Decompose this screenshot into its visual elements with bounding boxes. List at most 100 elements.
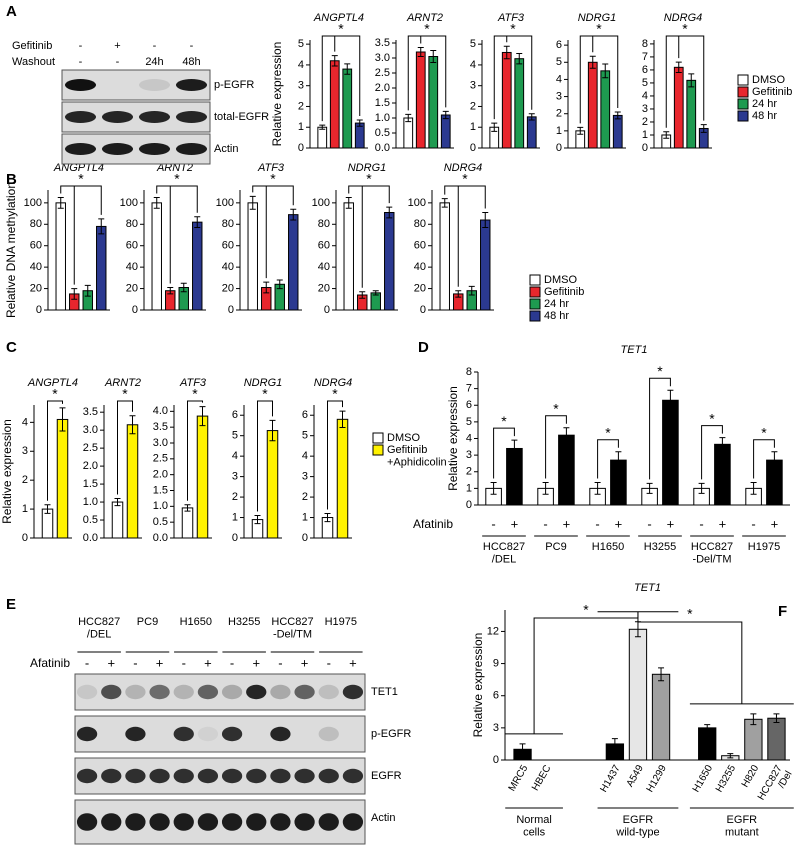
y-tick-label: 0: [298, 142, 304, 154]
panel-label: B: [6, 171, 17, 188]
treatment-sign: -: [133, 655, 137, 670]
error-bar: [339, 410, 346, 429]
bar: [336, 418, 349, 539]
y-tick-label: 80: [126, 218, 138, 230]
y-tick-label: 2.5: [153, 453, 168, 465]
bar: [612, 114, 623, 149]
condition-value: -: [153, 40, 157, 52]
legend-label: 48 hr: [752, 110, 777, 122]
blot-band: [138, 143, 171, 155]
y-tick-label: 2: [642, 116, 648, 128]
band-label: Actin: [371, 812, 395, 824]
x-tick-label: PC9: [545, 541, 566, 553]
significance-bracket: [348, 185, 390, 288]
y-tick-label: 0: [302, 532, 308, 544]
cell-line-label: HCC827 -Del/TM: [271, 616, 313, 641]
bar: [96, 225, 107, 311]
panel-label: A: [6, 3, 17, 20]
condition-value: -: [190, 40, 194, 52]
blot-strip: [74, 715, 366, 753]
significance-star: *: [605, 425, 611, 441]
legend-swatch: [372, 432, 384, 444]
chart-title: ATF3: [497, 12, 525, 24]
error-bar: [57, 197, 64, 209]
condition-value: +: [114, 40, 120, 52]
y-tick-label: 60: [414, 240, 426, 252]
y-axis-label: Relative expression: [446, 386, 460, 491]
error-bar: [372, 290, 379, 296]
error-bar: [356, 119, 363, 127]
bar: [526, 116, 537, 149]
y-tick-label: 1: [466, 482, 472, 494]
error-bar: [688, 73, 695, 88]
error-bar: [359, 291, 366, 299]
bar: [342, 68, 353, 149]
blot-band: [197, 813, 219, 831]
significance-star: *: [174, 171, 180, 187]
y-tick-label: 0.5: [83, 514, 98, 526]
blot-band: [294, 684, 315, 700]
chart-title: ARNT2: [406, 12, 443, 24]
y-tick-label: 3: [302, 471, 308, 483]
significance-bracket: [579, 35, 619, 124]
significance-star: *: [510, 21, 516, 37]
treatment-sign: -: [230, 655, 234, 670]
error-bar: [773, 713, 780, 723]
y-tick-label: 4: [466, 432, 472, 444]
condition-label: Washout: [12, 56, 55, 68]
error-bar: [491, 122, 498, 132]
y-tick-label: 0: [132, 304, 138, 316]
x-tick-label: H1975: [748, 541, 780, 553]
error-bar: [771, 451, 778, 469]
y-tick-label: 1: [22, 503, 28, 515]
bar: [317, 126, 328, 149]
bar: [514, 58, 525, 149]
significance-star: *: [270, 171, 276, 187]
bar: [744, 718, 763, 761]
error-bar: [344, 63, 351, 75]
bar: [288, 214, 299, 311]
bar: [662, 399, 679, 506]
blot-band: [173, 813, 194, 831]
bar: [343, 202, 354, 311]
chart-title: ATF3: [179, 377, 207, 389]
significance-bracket: [47, 400, 63, 501]
error-bar: [180, 282, 187, 293]
band-label: p-EGFR: [371, 728, 411, 740]
significance-bracket: [321, 35, 361, 122]
chart-title: NDRG1: [578, 12, 617, 24]
y-tick-label: 80: [414, 218, 426, 230]
y-tick-label: 2.5: [83, 442, 98, 454]
error-bar: [417, 47, 424, 57]
y-tick-label: 100: [312, 197, 330, 209]
error-bar: [490, 482, 497, 495]
chart-title: ANGPTL4: [27, 377, 78, 389]
y-tick-label: 4: [642, 90, 648, 102]
bar: [558, 434, 575, 506]
y-axis-label: Relative expression: [0, 419, 14, 524]
bar: [354, 122, 365, 149]
y-tick-label: 1: [232, 511, 238, 523]
x-tick-label: H3255: [644, 541, 676, 553]
y-tick-label: 3: [22, 445, 28, 457]
significance-bracket: [407, 35, 447, 111]
y-tick-label: 4: [470, 59, 476, 71]
chart-title: ARNT2: [104, 377, 141, 389]
condition-value: -: [116, 56, 120, 68]
y-tick-label: 6: [556, 39, 562, 51]
blot-band: [221, 726, 243, 742]
blot-band: [173, 684, 194, 700]
blot-band: [64, 79, 97, 91]
y-tick-label: 60: [318, 240, 330, 252]
legend-label: DMSO: [544, 274, 577, 286]
bar: [111, 501, 124, 539]
bar: [384, 212, 395, 311]
y-tick-label: 80: [30, 218, 42, 230]
error-bar: [249, 195, 256, 210]
group-label: Normal cells: [516, 814, 551, 839]
treatment-sign: +: [349, 655, 357, 670]
y-tick-label: 8: [642, 38, 648, 50]
treatment-sign: +: [771, 516, 779, 531]
bar: [247, 202, 258, 311]
